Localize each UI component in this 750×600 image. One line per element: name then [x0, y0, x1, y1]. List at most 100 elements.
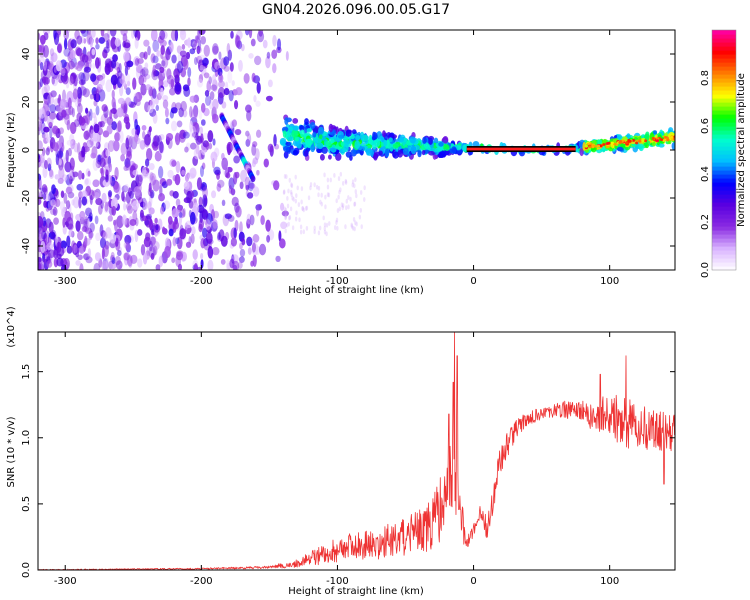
- spectrogram-cell: [87, 248, 92, 259]
- spectrogram-cell: [383, 139, 388, 147]
- spectrogram-cell: [166, 74, 175, 85]
- spectrogram-cell: [351, 182, 354, 188]
- spectrogram-cell: [212, 219, 218, 229]
- spectrogram-cell: [184, 222, 188, 231]
- spectrogram-cell: [345, 205, 348, 211]
- spectrogram-cell: [124, 234, 132, 245]
- spectrogram-cell: [285, 174, 288, 180]
- colorbar-segment: [712, 138, 736, 143]
- spectrogram-cell: [58, 166, 65, 180]
- spectrogram-cell: [246, 192, 254, 199]
- spectrogram-cell: [202, 227, 208, 238]
- spectrogram-cell: [105, 149, 111, 157]
- spectrogram-cell: [46, 116, 54, 126]
- spectrogram-cell: [190, 108, 198, 121]
- spectrogram-cell: [72, 171, 79, 178]
- spectrogram-cell: [363, 185, 366, 191]
- spectrogram-cell: [199, 165, 205, 178]
- spectrogram-cell: [207, 130, 214, 143]
- spectrogram-cell: [273, 180, 280, 191]
- spectrogram-cell: [97, 154, 102, 163]
- spectrogram-cell: [345, 129, 352, 137]
- spectrogram-cell: [151, 69, 159, 81]
- spectrogram-cell: [234, 171, 240, 179]
- spectrogram-cell: [145, 232, 151, 242]
- spectrogram-cell: [221, 101, 227, 109]
- spectrogram-cell: [49, 104, 57, 113]
- spectrogram-cell: [100, 30, 105, 37]
- spectrogram-cell: [49, 168, 54, 178]
- spectrogram-cell: [340, 202, 344, 208]
- spectrogram-cell: [166, 178, 173, 186]
- y-tick-label: -40: [21, 238, 32, 254]
- spectrogram-cell: [73, 143, 79, 153]
- spectrogram-cell: [339, 149, 344, 154]
- spectrogram-cell: [353, 183, 356, 189]
- spectrogram-cell: [127, 204, 134, 214]
- spectrogram-cell: [290, 192, 293, 197]
- spectrogram-cell: [135, 174, 143, 187]
- spectrogram-cell: [272, 63, 277, 74]
- spectrogram-cell: [653, 130, 658, 135]
- spectrogram-cell: [187, 77, 191, 87]
- spectrogram-cell: [294, 136, 300, 142]
- spectrogram-cell: [38, 190, 42, 199]
- spectrogram-cell: [95, 88, 100, 102]
- spectrogram-cell: [351, 179, 355, 185]
- spectrogram-cell: [94, 252, 101, 262]
- spectrogram-cell: [266, 51, 271, 59]
- spectrogram-cell: [123, 51, 130, 62]
- spectrogram-cell: [94, 215, 99, 225]
- spectrogram-cell: [95, 141, 101, 150]
- spectrogram-cell: [83, 130, 90, 140]
- spectrogram-cell: [198, 218, 204, 230]
- spectrogram-cell: [248, 30, 253, 39]
- spectrogram-cell: [38, 32, 41, 41]
- spectrogram-cell: [220, 259, 226, 265]
- spectrogram-cell: [107, 30, 111, 38]
- spectrogram-cell: [160, 45, 165, 56]
- spectrogram-cell: [124, 39, 131, 52]
- spectrogram-cell: [168, 228, 174, 237]
- spectrogram-cell: [134, 118, 138, 131]
- spectrogram-cell: [78, 72, 85, 81]
- spectrogram-cell: [77, 142, 81, 155]
- colorbar-segment: [712, 50, 736, 55]
- spectrogram-cell: [88, 212, 93, 222]
- spectrogram-cell: [213, 166, 221, 175]
- spectrogram-cell: [638, 139, 643, 143]
- spectrogram-cell: [294, 198, 298, 204]
- spectrogram-cell: [472, 140, 480, 148]
- spectrogram-cell: [326, 184, 330, 190]
- spectrogram-cell: [319, 154, 325, 161]
- spectrogram-cell: [252, 254, 257, 267]
- spectrogram-cell: [223, 87, 230, 96]
- spectrogram-cell: [53, 66, 57, 73]
- spectrogram-cell: [221, 199, 226, 206]
- colorbar-segment: [712, 78, 736, 83]
- spectrogram-cell: [101, 192, 107, 204]
- spectrogram-cell: [325, 231, 328, 237]
- spectrogram-cell: [326, 192, 330, 198]
- spectrogram-cell: [253, 186, 260, 197]
- spectrogram-cell: [107, 215, 113, 222]
- spectrogram-cell: [125, 203, 132, 211]
- spectrogram-cell: [230, 30, 234, 39]
- spectrogram-cell: [197, 39, 202, 52]
- spectrogram-cell: [145, 84, 151, 91]
- spectrogram-cell: [294, 174, 297, 180]
- spectrogram-cell: [175, 84, 181, 92]
- x-tick-label: -200: [190, 276, 213, 287]
- spectrogram-cell: [51, 73, 59, 87]
- x-tick-label: -100: [326, 576, 349, 587]
- spectrogram-cell: [226, 43, 231, 55]
- spectrogram-cell: [176, 251, 184, 261]
- spectrogram-cell: [55, 198, 61, 208]
- spectrogram-cell: [239, 181, 244, 190]
- spectrogram-cell: [38, 227, 44, 240]
- colorbar-segment: [712, 62, 736, 67]
- spectrogram-cell: [38, 198, 42, 206]
- spectrogram-cell: [167, 169, 174, 179]
- spectrogram-cell: [265, 56, 271, 69]
- spectrogram-cell: [189, 211, 196, 225]
